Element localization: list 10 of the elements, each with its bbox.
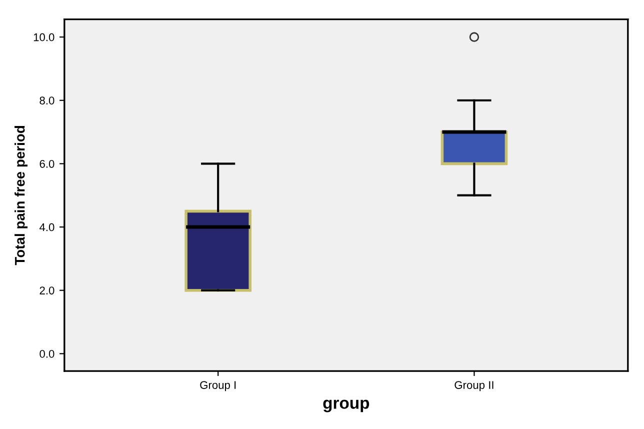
x-axis-title: group	[323, 400, 370, 412]
y-tick-label: 2.0	[40, 286, 54, 294]
y-tick-label: 10.0	[34, 33, 54, 42]
x-tick-label: Group II	[454, 381, 494, 392]
x-tick-label: Group I	[200, 381, 236, 392]
y-tick-label: 0.0	[40, 350, 54, 358]
y-tick-label: 8.0	[40, 96, 54, 104]
y-axis-title: Total pain free period	[14, 126, 28, 266]
y-tick-label: 6.0	[40, 160, 54, 168]
y-tick-label: 4.0	[39, 223, 54, 232]
